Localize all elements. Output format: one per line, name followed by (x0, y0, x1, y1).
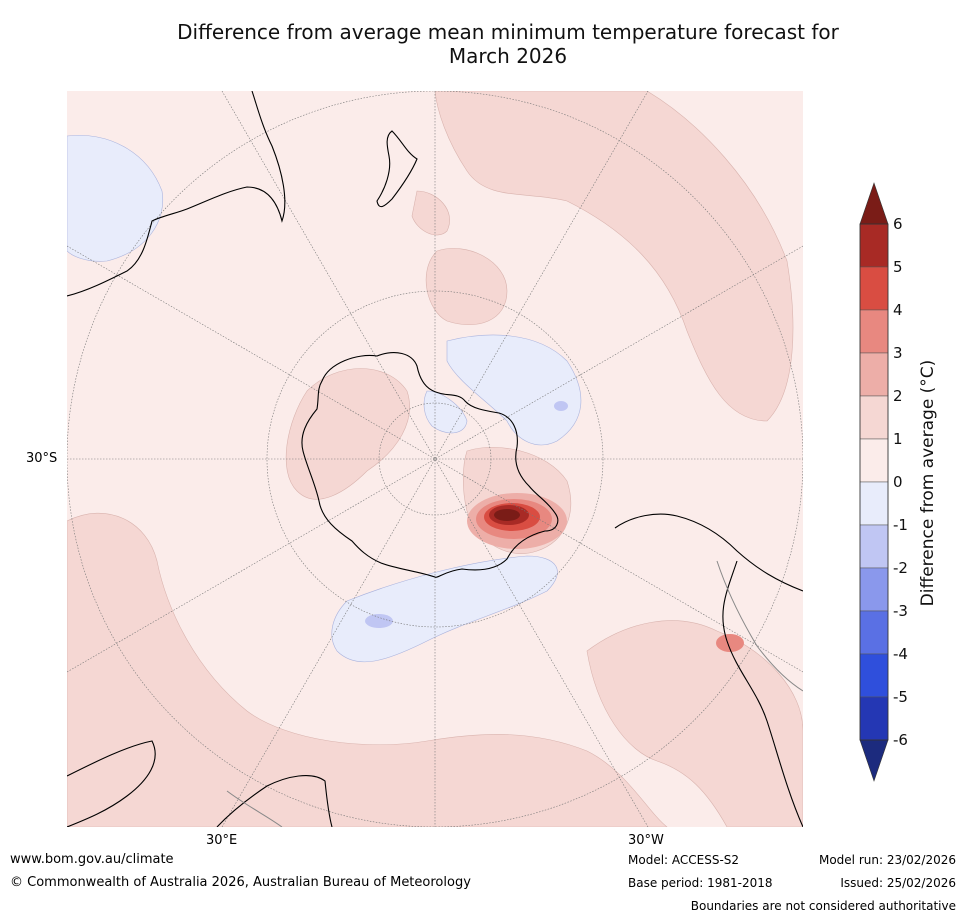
colorbar-band-m5_to_m4 (859, 653, 889, 698)
south-america-coastline (614, 513, 803, 827)
tasman-patch-warm-region (411, 190, 450, 236)
pacific-arc-warm-region (434, 91, 794, 422)
title-line-2: March 2026 (448, 44, 568, 68)
colorbar-band-m1_to_0 (859, 481, 889, 526)
footer-base-period: Base period: 1981-2018 (628, 876, 773, 890)
colorbar-tick-label: -6 (893, 731, 908, 749)
colorbar-tick-label: -3 (893, 602, 908, 620)
colorbar-extend-above (859, 182, 889, 225)
antarctic-east-warm-region (285, 368, 410, 500)
colorbar-band-m2_to_m1 (859, 524, 889, 569)
colorbar-tick-label: 0 (893, 473, 903, 491)
indian-ocean-arc-warm-region (67, 512, 668, 827)
drake-passage-hotspot (467, 493, 567, 549)
lon-tick-30e: 30°E (206, 833, 238, 848)
footer-model-run: Model run: 23/02/2026 (818, 853, 956, 867)
colorbar-tick-label: 6 (893, 215, 903, 233)
colorbar-tick-label: 1 (893, 430, 903, 448)
southern-ocean-cool-region (331, 555, 558, 663)
colorbar-tick-label: 4 (893, 301, 903, 319)
colorbar-tick-label: 2 (893, 387, 903, 405)
weddell-cool-core (554, 401, 568, 411)
colorbar-tick-label: -2 (893, 559, 908, 577)
meridian-line (67, 245, 803, 673)
colorbar-band-3_to_4 (859, 309, 889, 354)
meridian-line (221, 91, 649, 827)
polar-anomaly-map (67, 91, 803, 827)
colorbar-band-0_to_1 (859, 438, 889, 483)
colorbar-tick-label: -4 (893, 645, 908, 663)
meridian-line (221, 91, 649, 827)
lon-tick-30w: 30°W (628, 833, 664, 848)
coastlines (67, 91, 803, 827)
colorbar-band-1_to_2 (859, 395, 889, 440)
africa-border (226, 790, 283, 827)
colorbar-tick-label: 5 (893, 258, 903, 276)
colorbar-tick-label: -1 (893, 516, 908, 534)
colorbar-extend-below (859, 739, 889, 782)
colorbar-band-m6_to_m5 (859, 696, 889, 741)
colorbar-band-5_to_6 (859, 223, 889, 268)
title-line-1: Difference from average mean minimum tem… (177, 20, 839, 44)
colorbar-band-4_to_5 (859, 266, 889, 311)
footer-copyright: © Commonwealth of Australia 2026, Austra… (10, 875, 471, 890)
anomaly-minus-2-to-minus-1-regions (365, 401, 568, 628)
new-zealand-coastline (376, 130, 418, 208)
colorbar-axis-label: Difference from average (°C) (918, 359, 938, 607)
colorbar (859, 182, 889, 782)
west-pacific-cool-region (67, 134, 164, 262)
africa-coastline (67, 740, 333, 827)
latitude-circle-middle (266, 290, 604, 628)
meridian-line (67, 245, 803, 673)
country-borders (226, 560, 803, 827)
hotspot-above-6 (494, 509, 520, 521)
south-america-warm-region (586, 620, 803, 827)
southern-ocean-cool-core (365, 614, 393, 628)
colorbar-band-m3_to_m2 (859, 567, 889, 612)
colorbar-tick-label: 3 (893, 344, 903, 362)
weddell-sea-cool-region (446, 334, 582, 446)
graticule (67, 91, 803, 827)
colorbar-band-2_to_3 (859, 352, 889, 397)
colorbar-tick-label: -5 (893, 688, 908, 706)
footer-website[interactable]: www.bom.gov.au/climate (10, 852, 174, 867)
antarctica-coastline (301, 352, 559, 578)
anomaly-minus-1-to-0-regions (67, 134, 582, 663)
footer-issued: Issued: 25/02/2026 (840, 876, 956, 890)
map-title: Difference from average mean minimum tem… (66, 20, 950, 68)
australia-coastline (67, 91, 286, 297)
colorbar-frame (859, 223, 889, 741)
footer-model: Model: ACCESS-S2 (628, 853, 740, 867)
footer-disclaimer: Boundaries are not considered authoritat… (690, 899, 956, 913)
patagonia-warm-spot (716, 634, 744, 652)
colorbar-band-m4_to_m3 (859, 610, 889, 655)
lat-tick-30s: 30°S (26, 451, 58, 466)
south-america-border (716, 560, 803, 692)
